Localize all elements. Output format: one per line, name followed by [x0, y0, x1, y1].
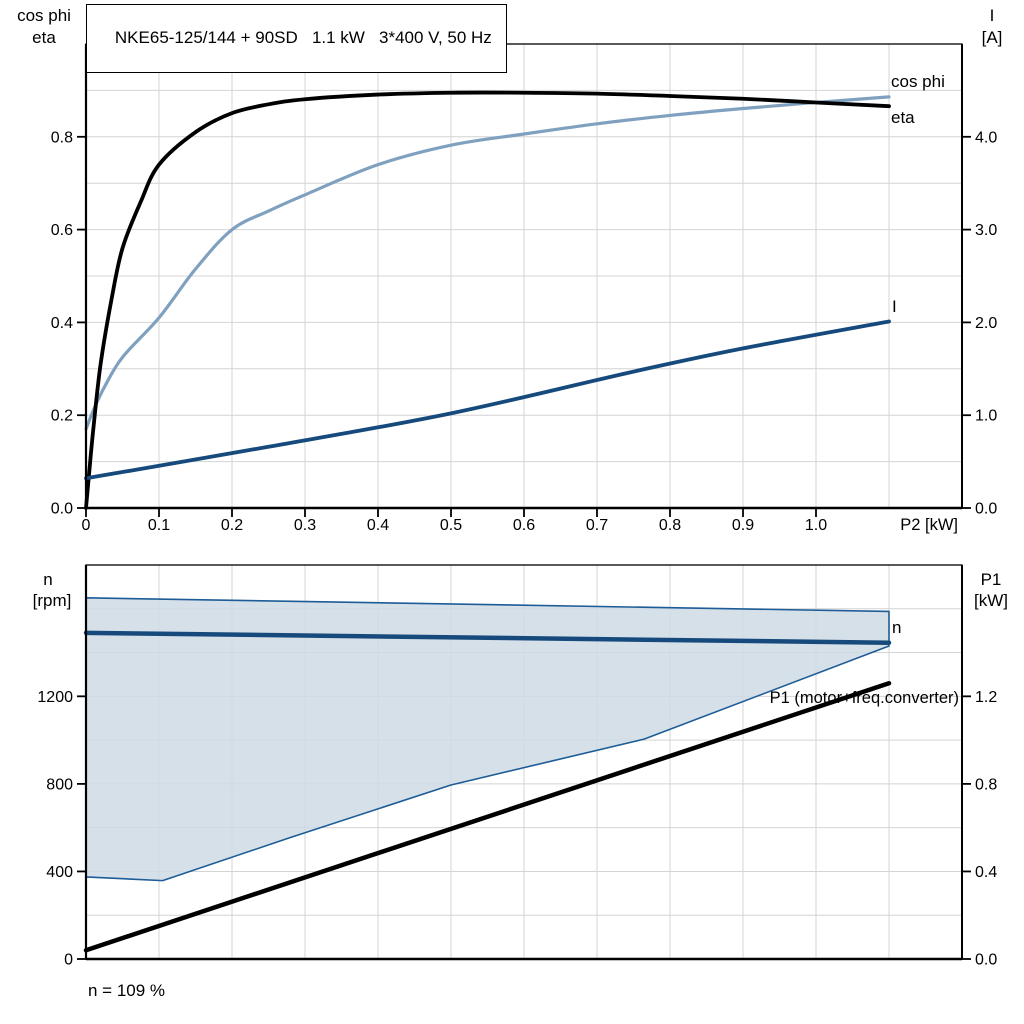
y-right-tick-label: 3.0: [975, 222, 997, 239]
I-curve: [84, 319, 891, 481]
chart-title: NKE65-125/144 + 90SD 1.1 kW 3*400 V, 50 …: [114, 28, 492, 47]
x-tick-label: 0.5: [440, 517, 462, 534]
bottom-chart: 0 400 800 1200 0.0 0.4 0.8 1.2: [37, 564, 997, 969]
current-curve-label: I: [892, 297, 897, 316]
y-right-tick-label: 0.8: [975, 776, 997, 793]
cos phi-curve: [84, 95, 891, 431]
x-axis-unit-label: P2 [kW]: [900, 516, 958, 534]
p1-curve-label: P1 (motor+freq.converter): [770, 689, 959, 707]
x-tick-label: 0.6: [513, 517, 535, 534]
speed-percent-footnote: n = 109 %: [88, 981, 165, 1000]
y-left-tick-label: 0.6: [51, 222, 73, 239]
y-right-tick-label: 0.4: [975, 864, 997, 881]
y-right-tick-label: 2.0: [975, 315, 997, 332]
gridlines: [86, 44, 962, 508]
y-left-tick-label: 0: [64, 952, 73, 969]
top-chart: 0.0 0.2 0.4 0.6 0.8 0.0 1.0 2.0 3.0 4.0 0 0.1 0.2 0.3…: [51, 43, 997, 534]
y-right-tick-label: 0.0: [975, 501, 997, 518]
bottom-right-axis-label-line2: [kW]: [974, 591, 1008, 610]
y-left-tick-label: 0.2: [51, 408, 73, 425]
eta-curve: [84, 90, 891, 510]
top-left-axis-label-line1: cos phi: [17, 6, 71, 25]
bottom-right-axis-label-line1: P1: [981, 570, 1002, 589]
chart-title-box: NKE65-125/144 + 90SD 1.1 kW 3*400 V, 50 …: [86, 4, 507, 73]
y-left-tick-label: 400: [46, 864, 73, 881]
y-left-tick-label: 800: [46, 776, 73, 793]
y-right-tick-label: 4.0: [975, 129, 997, 146]
x-tick-label: 1.0: [805, 517, 827, 534]
top-right-axis-label-line1: I: [990, 6, 995, 25]
x-tick-label: 0.4: [367, 517, 389, 534]
speed-curve-label: n: [892, 618, 901, 637]
bottom-left-axis-label-line2: [rpm]: [33, 591, 72, 610]
x-tick-label: 0.9: [732, 517, 754, 534]
x-tick-label: 0.1: [148, 517, 170, 534]
eta-curve-label: eta: [891, 108, 915, 127]
x-tick-label: 0.2: [221, 517, 243, 534]
y-right-tick-label: 1.0: [975, 408, 997, 425]
P1-curve: [83, 680, 892, 953]
y-left-tick-label: 0.0: [51, 501, 73, 518]
x-tick-label: 0.8: [659, 517, 681, 534]
speed-control-range-region: [85, 597, 890, 882]
y-left-tick-label: 0.8: [51, 129, 73, 146]
top-right-axis-label-line2: [A]: [982, 28, 1003, 47]
y-right-tick-label: 1.2: [975, 689, 997, 706]
cos-phi-curve-label: cos phi: [891, 72, 945, 91]
x-tick-label: 0.7: [586, 517, 608, 534]
y-left-tick-label: 1200: [37, 689, 73, 706]
y-right-tick-label: 0.0: [975, 952, 997, 969]
y-left-tick-label: 0.4: [51, 315, 73, 332]
x-tick-label: 0: [82, 517, 91, 534]
top-left-axis-label-line2: eta: [32, 28, 56, 47]
x-tick-label: 0.3: [294, 517, 316, 534]
bottom-left-axis-label-line1: n: [43, 570, 52, 589]
n-curve: [83, 630, 892, 645]
